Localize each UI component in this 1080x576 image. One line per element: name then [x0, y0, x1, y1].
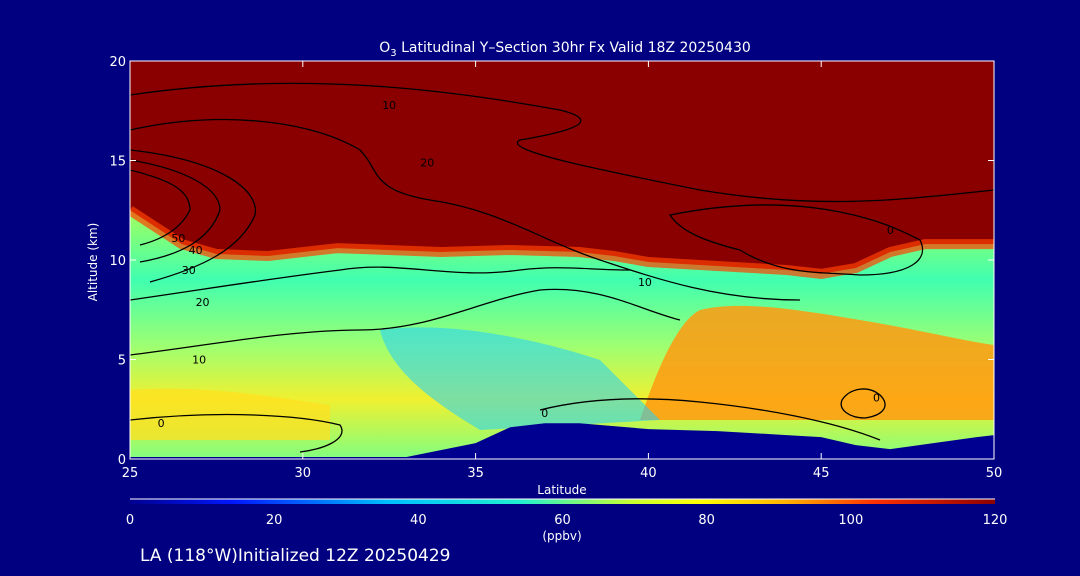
contour-label: 40	[189, 244, 203, 257]
ozone-low-region-central	[380, 327, 660, 430]
ozone-high-region-north	[640, 305, 994, 420]
plot-area: 10 20 50 40 30 20 10 0 0 10 0 0	[130, 61, 994, 459]
contour-line-0-upper-closed	[668, 204, 924, 276]
contour-label: 10	[638, 276, 652, 289]
contour-line-50	[130, 169, 191, 246]
colorbar-tick-label: 100	[838, 513, 863, 528]
contour-lines	[130, 82, 994, 453]
x-axis-ticks: 25 30 35 40 45 50	[122, 61, 1003, 481]
colorbar-tick-label: 0	[126, 513, 134, 528]
contour-line-0-west	[130, 413, 343, 453]
colorbar	[130, 499, 995, 504]
y-axis-label: Altitude (km)	[86, 223, 100, 302]
terrain-mask	[130, 423, 994, 459]
colorbar-tick-label: 20	[266, 513, 283, 528]
chart-title: O3 Latitudinal Y–Section 30hr Fx Valid 1…	[379, 40, 751, 59]
contour-line-0-lower-closed	[840, 388, 886, 419]
contour-label: 50	[171, 232, 185, 245]
y-tick-label: 0	[118, 453, 126, 468]
contour-line-10-upper	[130, 82, 994, 203]
y-tick-label: 15	[109, 155, 126, 170]
y-tick-label: 10	[109, 254, 126, 269]
contour-label: 0	[887, 224, 894, 237]
contour-label: 20	[420, 156, 434, 169]
x-tick-label: 50	[986, 466, 1003, 481]
y-tick-label: 20	[109, 55, 126, 70]
tropopause-gradient-edge	[130, 206, 994, 279]
x-tick-label: 35	[467, 466, 484, 481]
contour-labels: 10 20 50 40 30 20 10 0 0 10 0 0	[158, 99, 894, 430]
contour-line-40	[130, 159, 221, 263]
colorbar-tick-label: 80	[698, 513, 715, 528]
colorbar-ticks: 0 20 40 60 80 100 120	[126, 513, 1008, 528]
contour-line-30	[130, 149, 257, 283]
x-tick-label: 40	[640, 466, 657, 481]
colorbar-unit: (ppbv)	[542, 529, 581, 543]
colorbar-tick-label: 120	[983, 513, 1008, 528]
contour-line-20-upper	[130, 118, 801, 301]
contour-label: 0	[873, 391, 880, 404]
x-tick-label: 30	[295, 466, 312, 481]
init-info-text: LA (118°W)Initialized 12Z 20250429	[140, 546, 450, 566]
contour-label: 0	[158, 417, 165, 430]
stratosphere-fill	[130, 61, 994, 274]
contour-line-0-central	[539, 398, 881, 441]
contour-label: 10	[382, 99, 396, 112]
contour-label: 20	[196, 296, 210, 309]
contour-line-10-lower	[130, 288, 681, 356]
y-tick-label: 5	[118, 354, 126, 369]
colorbar-tick-label: 60	[554, 513, 571, 528]
contour-label: 10	[192, 354, 206, 367]
contour-label: 0	[541, 407, 548, 420]
x-tick-label: 25	[122, 466, 139, 481]
colorbar-tick-label: 40	[410, 513, 427, 528]
x-axis-label: Latitude	[537, 483, 586, 497]
contour-line-20-lower	[130, 266, 631, 301]
x-tick-label: 45	[813, 466, 830, 481]
y-axis-ticks: 0 5 10 15 20	[109, 55, 994, 468]
contour-label: 30	[182, 264, 196, 277]
